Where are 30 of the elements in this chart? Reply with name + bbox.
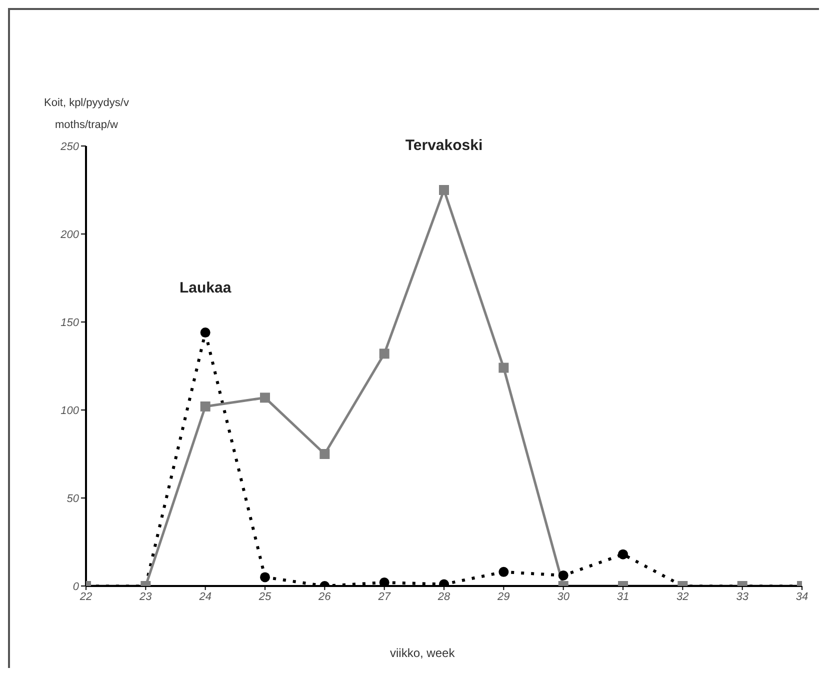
point [200,401,210,412]
x-tick-label: 23 [138,590,153,603]
x-axis-title: viikko, week [390,646,455,660]
x-tick-label: 26 [318,590,332,603]
y-tick-label: 250 [60,140,80,153]
point [498,362,509,373]
x-tick-label: 24 [198,590,212,603]
y-tick-label: 100 [60,404,80,417]
text: Laukaa [179,280,232,297]
y-tick-label: 0 [72,580,80,593]
point [379,348,390,359]
x-tick-label: 32 [676,590,689,603]
x-tick-label: 25 [258,590,272,603]
y-axis-title: Koit, kpl/pyydys/v moths/trap/w [44,96,129,133]
x-tick-label: 28 [436,590,451,603]
y-tick-label: 50 [66,492,80,505]
point [200,328,210,338]
x-tick-label: 30 [557,590,570,603]
point [320,449,330,459]
x-tick-label: 22 [78,590,92,603]
text: Tervakoski [405,137,483,154]
y-tick-label: 200 [60,228,80,241]
x-tick-label: 29 [496,590,510,603]
x-tick-label: 31 [616,590,630,603]
y-tick-label: 150 [60,316,80,329]
x-tick-label: 27 [377,590,392,603]
x-tick-label: 34 [796,590,808,603]
x-tick-label: 33 [736,590,750,603]
point [379,577,390,586]
point [260,392,270,403]
